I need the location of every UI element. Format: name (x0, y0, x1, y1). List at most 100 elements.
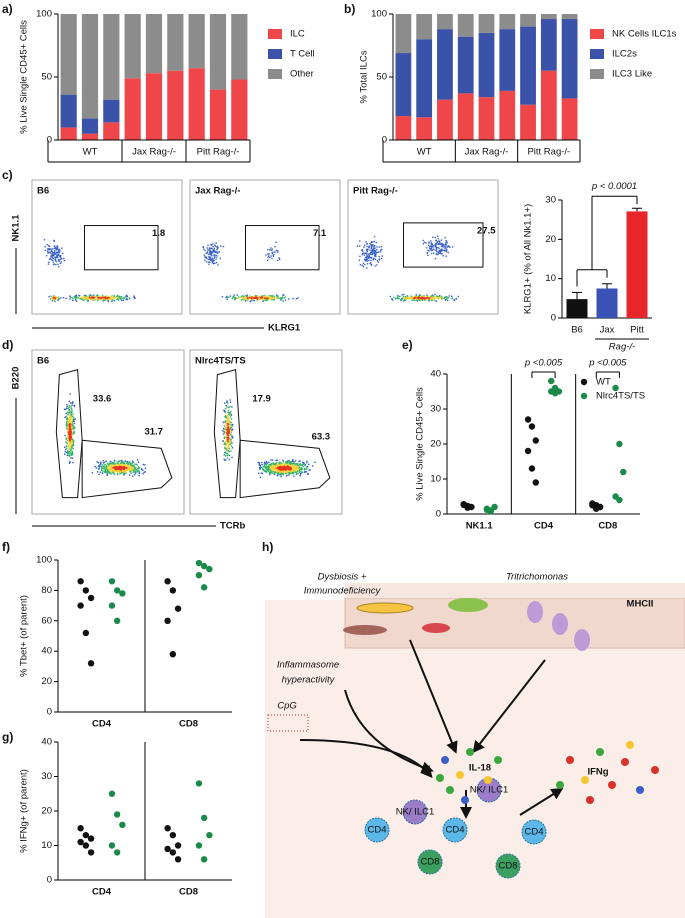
flow-event (271, 469, 273, 471)
panel-label: g) (2, 730, 13, 744)
data-point (616, 496, 623, 504)
flow-event (60, 257, 63, 260)
data-point (528, 465, 536, 472)
flow-frame (189, 179, 341, 315)
data-point (77, 825, 84, 832)
flow-event (284, 467, 287, 470)
flow-event (262, 466, 264, 468)
flow-event (262, 298, 265, 300)
flow-event (311, 465, 314, 467)
flow-event (297, 472, 300, 475)
flow-event (451, 246, 454, 248)
flow-event (68, 409, 71, 411)
flow-event (222, 421, 225, 424)
flow-event (52, 248, 54, 250)
flow-event (53, 245, 56, 247)
flow-event (215, 258, 217, 261)
flow-event (433, 297, 436, 299)
flow-event (47, 249, 49, 251)
flow-event (403, 293, 405, 296)
flow-event (52, 257, 54, 260)
flow-event (412, 299, 415, 301)
bar-segment (457, 14, 474, 37)
bar-segment (561, 19, 578, 99)
flow-event (47, 252, 49, 254)
flow-event (363, 246, 365, 248)
flow-event (295, 465, 298, 467)
flow-event (300, 466, 303, 469)
flow-event (437, 237, 440, 240)
flow-event (65, 423, 68, 426)
flow-event (128, 474, 131, 476)
panel-label: a) (2, 2, 13, 16)
flow-event (231, 297, 234, 300)
flow-event (88, 298, 91, 300)
flow-event (112, 297, 114, 300)
flow-event (85, 298, 88, 300)
flow-event (286, 462, 289, 464)
data-point (487, 508, 494, 515)
flow-event (71, 429, 74, 431)
flow-event (434, 257, 437, 260)
flow-event (418, 294, 421, 296)
flow-event (64, 434, 66, 437)
flow-event (431, 243, 433, 245)
data-point (164, 578, 171, 585)
flow-event (71, 457, 74, 459)
flow-event (280, 466, 283, 468)
data-point (195, 780, 203, 787)
flow-event (415, 299, 418, 301)
group-label: Jax Rag-/- (465, 147, 509, 158)
legend-swatch (268, 29, 282, 39)
flow-event (225, 433, 227, 436)
flow-event (293, 475, 295, 477)
flow-event (439, 243, 442, 246)
flow-event (231, 442, 233, 444)
immune-cell (442, 817, 468, 843)
flow-event (223, 443, 225, 445)
flow-event (371, 241, 374, 243)
flow-event (434, 293, 436, 296)
flow-event (71, 404, 73, 407)
bacterium (422, 623, 450, 633)
flow-event (67, 452, 69, 455)
bar-segment (103, 99, 120, 123)
flow-event (102, 462, 105, 464)
flow-event (436, 235, 439, 238)
x-tick-label: Pitt (630, 325, 644, 336)
flow-y-label: B220 (11, 367, 22, 390)
flow-event (106, 473, 109, 475)
flow-event (425, 297, 427, 299)
flow-event (61, 252, 64, 255)
flow-event (216, 248, 218, 251)
flow-event (282, 294, 284, 297)
flow-event (113, 466, 116, 468)
flow-event (277, 297, 280, 299)
flow-event (268, 473, 271, 476)
flow-event (228, 447, 231, 450)
flow-event (445, 246, 447, 249)
flow-event (104, 296, 107, 299)
flow-event (272, 296, 275, 298)
flow-event (59, 262, 62, 265)
flow-event (231, 429, 234, 431)
flow-event (228, 413, 230, 415)
flow-event (142, 463, 145, 466)
flow-event (362, 262, 365, 264)
data-point (77, 602, 84, 609)
flow-event (226, 442, 229, 445)
flow-event (104, 470, 107, 473)
flow-event (291, 460, 294, 463)
flow-event (429, 245, 432, 247)
bar-segment (416, 14, 433, 40)
cytokine (484, 776, 492, 784)
flow-event (441, 243, 444, 246)
flow-event (280, 469, 282, 472)
flow-event (51, 252, 53, 255)
flow-event (63, 453, 66, 456)
flow-event (362, 265, 365, 268)
y-tick-label: 40 (430, 369, 441, 380)
flow-event (227, 431, 230, 434)
flow-event (224, 459, 227, 461)
